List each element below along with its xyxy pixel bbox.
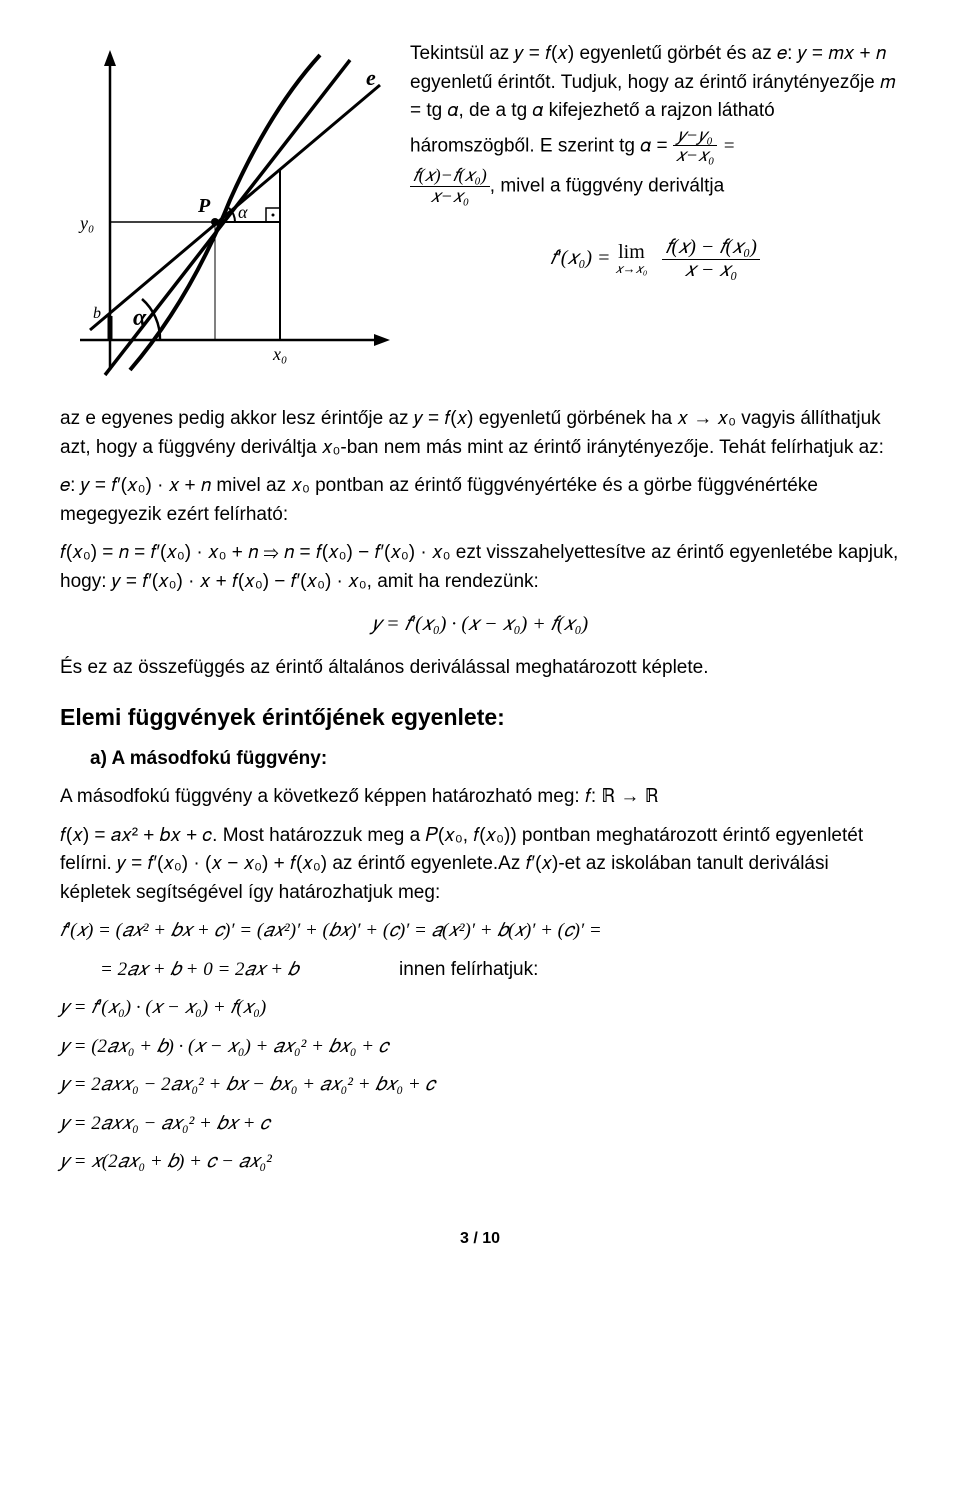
eq-line-4: 𝑦 = 2𝑎𝑥𝑥₀ − 𝑎𝑥₀² + 𝑏𝑥 + 𝑐 <box>60 1110 900 1139</box>
paragraph-5: És ez az összefüggés az érintő általános… <box>60 654 900 683</box>
para9-left: = 2𝑎𝑥 + 𝑏 + 0 = 2𝑎𝑥 + 𝑏 <box>100 959 298 980</box>
disp1-frac: 𝑓(𝑥) − 𝑓(𝑥₀) 𝑥 − 𝑥₀ <box>662 237 760 282</box>
label-y0: y₀ <box>78 213 94 233</box>
paragraph-3: 𝑒: 𝑦 = 𝑓′(𝑥₀) · 𝑥 + 𝑛 mivel az 𝑥₀ pontba… <box>60 472 900 529</box>
paragraph-4: 𝑓(𝑥₀) = 𝑛 = 𝑓′(𝑥₀) · 𝑥₀ + 𝑛 ⇒ 𝑛 = 𝑓(𝑥₀) … <box>60 539 900 596</box>
para9-right: innen felírhatjuk: <box>399 959 538 980</box>
paragraph-8: 𝑓′(𝑥) = (𝑎𝑥² + 𝑏𝑥 + 𝑐)′ = (𝑎𝑥²)′ + (𝑏𝑥)′… <box>60 917 900 946</box>
label-P: P <box>197 195 211 217</box>
label-x0: x₀ <box>272 344 287 364</box>
label-alpha-large: α <box>133 305 147 331</box>
label-alpha-small: α <box>238 202 248 222</box>
paragraph-7: 𝑓(𝑥) = 𝑎𝑥² + 𝑏𝑥 + 𝑐. Most határozzuk meg… <box>60 822 900 908</box>
subheading-a: a) A másodfokú függvény: <box>90 745 900 774</box>
intro-section: e P α α y₀ x₀ b Tekintsül az 𝑦 = 𝑓(𝑥) eg… <box>60 40 900 395</box>
page-number: 3 / 10 <box>60 1227 900 1251</box>
tangent-figure: e P α α y₀ x₀ b <box>60 40 390 385</box>
label-e: e <box>366 65 376 90</box>
tangent-svg: e P α α y₀ x₀ b <box>60 40 390 385</box>
paragraph-9: = 2𝑎𝑥 + 𝑏 + 0 = 2𝑎𝑥 + 𝑏 innen felírhatju… <box>60 956 900 985</box>
eq-line-5: 𝑦 = 𝑥(2𝑎𝑥₀ + 𝑏) + 𝑐 − 𝑎𝑥₀² <box>60 1148 900 1177</box>
para1b-text: , mivel a függvény deriváltja <box>490 176 724 197</box>
eq-line-1: 𝑦 = 𝑓′(𝑥₀) · (𝑥 − 𝑥₀) + 𝑓(𝑥₀) <box>60 994 900 1023</box>
para1-text: Tekintsül az 𝑦 = 𝑓(𝑥) egyenletű görbét é… <box>410 43 895 156</box>
limit-operator: lim 𝑥→𝑥₀ <box>615 243 647 276</box>
section-heading: Elemi függvények érintőjének egyenlete: <box>60 700 900 735</box>
disp1-left: 𝑓′(𝑥₀) = <box>550 247 615 269</box>
label-b: b <box>93 305 101 322</box>
eq-line-3: 𝑦 = 2𝑎𝑥𝑥₀ − 2𝑎𝑥₀² + 𝑏𝑥 − 𝑏𝑥₀ + 𝑎𝑥₀² + 𝑏𝑥… <box>60 1071 900 1100</box>
eq-line-2: 𝑦 = (2𝑎𝑥₀ + 𝑏) · (𝑥 − 𝑥₀) + 𝑎𝑥₀² + 𝑏𝑥₀ +… <box>60 1033 900 1062</box>
frac-yy0: 𝑦−𝑦₀ 𝑥−𝑥₀ <box>673 126 718 167</box>
display-eq-2: 𝑦 = 𝑓′(𝑥₀) · (𝑥 − 𝑥₀) + 𝑓(𝑥₀) <box>60 610 900 640</box>
equals-1: = <box>723 135 736 156</box>
paragraph-6: A másodfokú függvény a következő képpen … <box>60 783 900 812</box>
paragraph-2: az e egyenes pedig akkor lesz érintője a… <box>60 405 900 462</box>
frac-fxfx0: 𝑓(𝑥)−𝑓(𝑥₀) 𝑥−𝑥₀ <box>410 166 490 207</box>
